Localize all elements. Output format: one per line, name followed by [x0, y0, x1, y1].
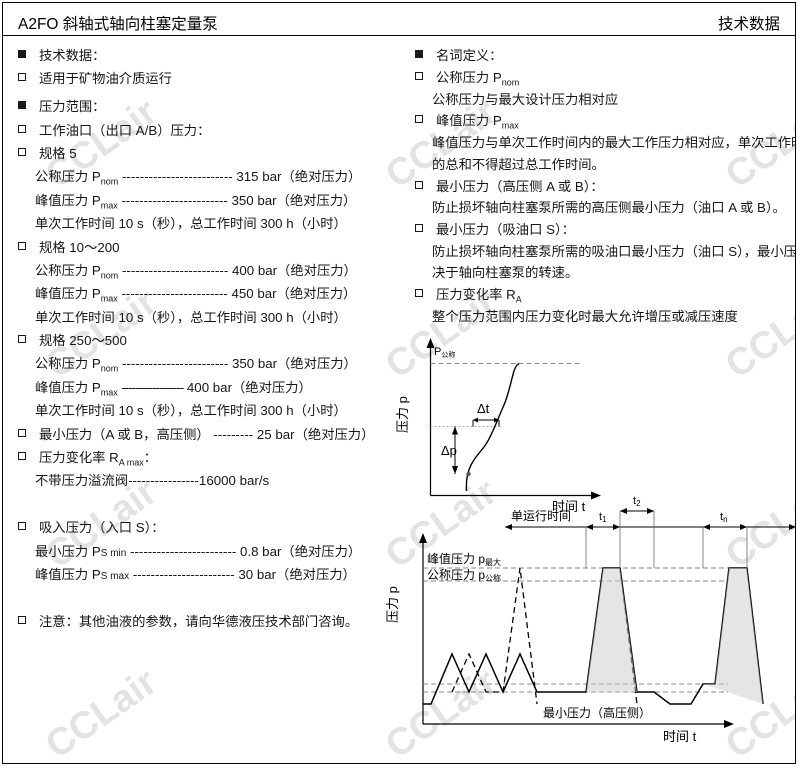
svg-text:t1: t1: [599, 511, 607, 524]
svg-text:时间 t: 时间 t: [663, 729, 697, 744]
svg-text:压力 p: 压力 p: [385, 586, 400, 623]
svg-text:峰值压力 p最大: 峰值压力 p最大: [427, 551, 501, 567]
svg-text:t2: t2: [633, 495, 641, 508]
svg-text:最小压力（高压侧）: 最小压力（高压侧）: [543, 705, 651, 720]
svg-text:单运行时间: 单运行时间: [511, 509, 571, 523]
svg-text:tn: tn: [720, 511, 728, 524]
svg-text:公称压力 p公称: 公称压力 p公称: [427, 568, 501, 583]
